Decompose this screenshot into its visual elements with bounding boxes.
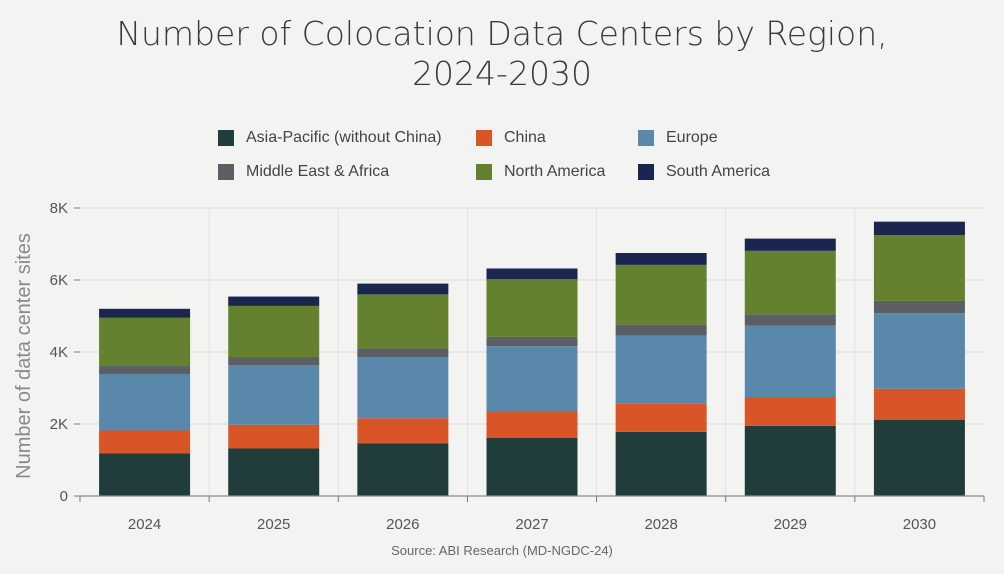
title-line-1: Number of Colocation Data Centers by Reg… — [116, 14, 888, 53]
bar-segment-north-america — [357, 294, 449, 349]
legend-swatch-europe — [638, 130, 654, 146]
legend-label-south-america: South America — [666, 163, 771, 180]
bar-segment-asia-pacific — [99, 453, 191, 496]
bar-segment-europe — [744, 325, 836, 397]
bar-segment-china — [873, 388, 965, 420]
bar-segment-europe — [99, 373, 191, 431]
bar-segment-china — [99, 430, 191, 454]
legend-item-north-america: North America — [476, 163, 605, 181]
bar-segment-asia-pacific — [228, 448, 320, 496]
legend: Asia-Pacific (without China) China Europ… — [0, 120, 1004, 190]
bar-segment-china — [228, 424, 320, 449]
bar-segment-south-america — [486, 268, 578, 280]
bar-segment-asia-pacific — [744, 425, 836, 496]
x-axis-ticks: 2024 2025 2026 2027 2028 2029 2030 — [79, 496, 985, 533]
bar-stack-2029 — [744, 238, 836, 496]
legend-label-north-america: North America — [504, 163, 606, 180]
y-tick-label: 0 — [60, 488, 68, 505]
x-tick-label: 2029 — [774, 516, 807, 533]
x-tick-label: 2024 — [128, 516, 161, 533]
bar-segment-south-america — [99, 308, 191, 318]
legend-item-south-america: South America — [638, 163, 770, 181]
legend-item-china: China — [476, 129, 546, 147]
bar-segment-north-america — [744, 250, 836, 315]
bar-stack-2030 — [873, 221, 965, 496]
bar-segment-europe — [873, 313, 965, 389]
legend-label-china: China — [504, 129, 546, 146]
legend-swatch-north-america — [476, 164, 492, 180]
bar-segment-north-america — [99, 317, 191, 367]
bar-segment-middle-east-africa — [228, 357, 320, 366]
bar-segment-middle-east-africa — [615, 324, 707, 336]
bar-segment-china — [615, 403, 707, 432]
bar-segment-asia-pacific — [357, 443, 449, 496]
bar-segment-europe — [486, 346, 578, 412]
bar-stacks — [99, 221, 965, 496]
y-tick-label: 8K — [50, 200, 68, 217]
bar-stack-2027 — [486, 268, 578, 496]
legend-item-europe: Europe — [638, 129, 718, 147]
legend-swatch-asia-pacific — [218, 130, 234, 146]
bar-segment-china — [486, 411, 578, 438]
legend-label-middle-east-africa: Middle East & Africa — [246, 163, 390, 180]
bar-segment-south-america — [873, 221, 965, 235]
bar-segment-south-america — [744, 238, 836, 251]
x-tick-label: 2030 — [903, 516, 936, 533]
legend-label-asia-pacific: Asia-Pacific (without China) — [246, 129, 442, 146]
bar-stack-2028 — [615, 253, 707, 496]
bar-segment-south-america — [228, 296, 320, 306]
x-tick-label: 2025 — [257, 516, 290, 533]
bar-segment-china — [744, 397, 836, 426]
legend-item-asia-pacific: Asia-Pacific (without China) — [218, 129, 442, 147]
x-tick-label: 2026 — [386, 516, 419, 533]
bar-segment-europe — [357, 357, 449, 419]
bar-segment-north-america — [486, 279, 578, 337]
bar-segment-middle-east-africa — [99, 366, 191, 374]
bar-segment-north-america — [228, 305, 320, 358]
legend-label-europe: Europe — [666, 129, 718, 146]
bar-stack-2025 — [228, 296, 320, 496]
bar-segment-europe — [228, 365, 320, 425]
source-note: Source: ABI Research (MD-NGDC-24) — [391, 543, 613, 558]
bar-segment-north-america — [615, 264, 707, 325]
bar-segment-south-america — [357, 283, 449, 295]
y-axis-ticks: 0 2K 4K 6K 8K — [50, 200, 80, 505]
bar-stack-2024 — [99, 308, 191, 496]
legend-item-middle-east-africa: Middle East & Africa — [218, 163, 389, 181]
bar-segment-europe — [615, 335, 707, 404]
x-tick-label: 2028 — [644, 516, 677, 533]
y-tick-label: 6K — [50, 272, 68, 289]
y-tick-label: 2K — [50, 416, 68, 433]
legend-swatch-south-america — [638, 164, 654, 180]
bar-segment-middle-east-africa — [357, 348, 449, 358]
bar-segment-middle-east-africa — [744, 314, 836, 326]
bar-stack-2026 — [357, 283, 449, 496]
bar-segment-middle-east-africa — [873, 300, 965, 314]
bar-segment-south-america — [615, 253, 707, 265]
y-axis-title: Number of data center sites — [13, 233, 35, 479]
bar-segment-china — [357, 418, 449, 444]
bar-segment-asia-pacific — [486, 437, 578, 496]
bar-segment-north-america — [873, 235, 965, 301]
x-tick-label: 2027 — [515, 516, 548, 533]
legend-swatch-china — [476, 130, 492, 146]
y-tick-label: 4K — [50, 344, 68, 361]
chart-title: Number of Colocation Data Centers by Reg… — [0, 14, 1004, 94]
legend-swatch-middle-east-africa — [218, 164, 234, 180]
bar-segment-asia-pacific — [615, 431, 707, 496]
bar-segment-asia-pacific — [873, 419, 965, 496]
title-line-2: 2024-2030 — [412, 54, 592, 93]
bar-segment-middle-east-africa — [486, 336, 578, 347]
